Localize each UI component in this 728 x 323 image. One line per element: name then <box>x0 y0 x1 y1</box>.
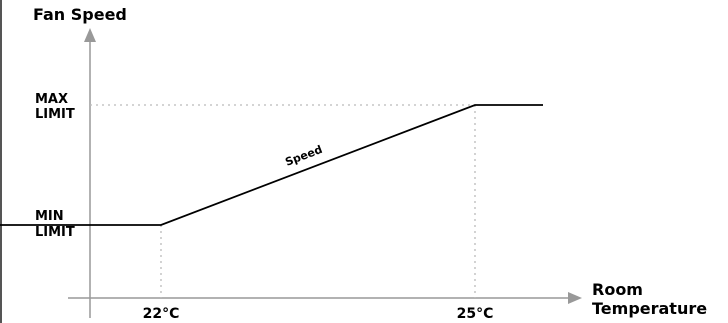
y-tick-max-line-1: MAX <box>35 92 68 107</box>
y-tick-label-min: MIN LIMIT <box>35 209 75 240</box>
y-axis-title: Fan Speed <box>33 5 127 24</box>
x-axis-title: Room Temperature <box>592 280 707 318</box>
x-axis-title-line-1: Room <box>592 280 643 299</box>
x-tick-label-25: 25°C <box>457 306 494 322</box>
y-tick-label-max: MAX LIMIT <box>35 92 75 122</box>
speed-series-line <box>0 104 543 226</box>
x-axis-title-line-2: Temperature <box>592 299 707 318</box>
x-tick-label-22: 22°C <box>143 306 180 322</box>
y-axis-arrow <box>84 28 96 42</box>
y-tick-min-line-1: MIN <box>35 209 64 224</box>
guide-lines <box>90 104 476 298</box>
axes <box>68 28 582 318</box>
y-tick-max-line-2: LIMIT <box>35 107 75 122</box>
x-axis-arrow <box>568 292 582 304</box>
y-tick-min-line-2: LIMIT <box>35 225 75 240</box>
